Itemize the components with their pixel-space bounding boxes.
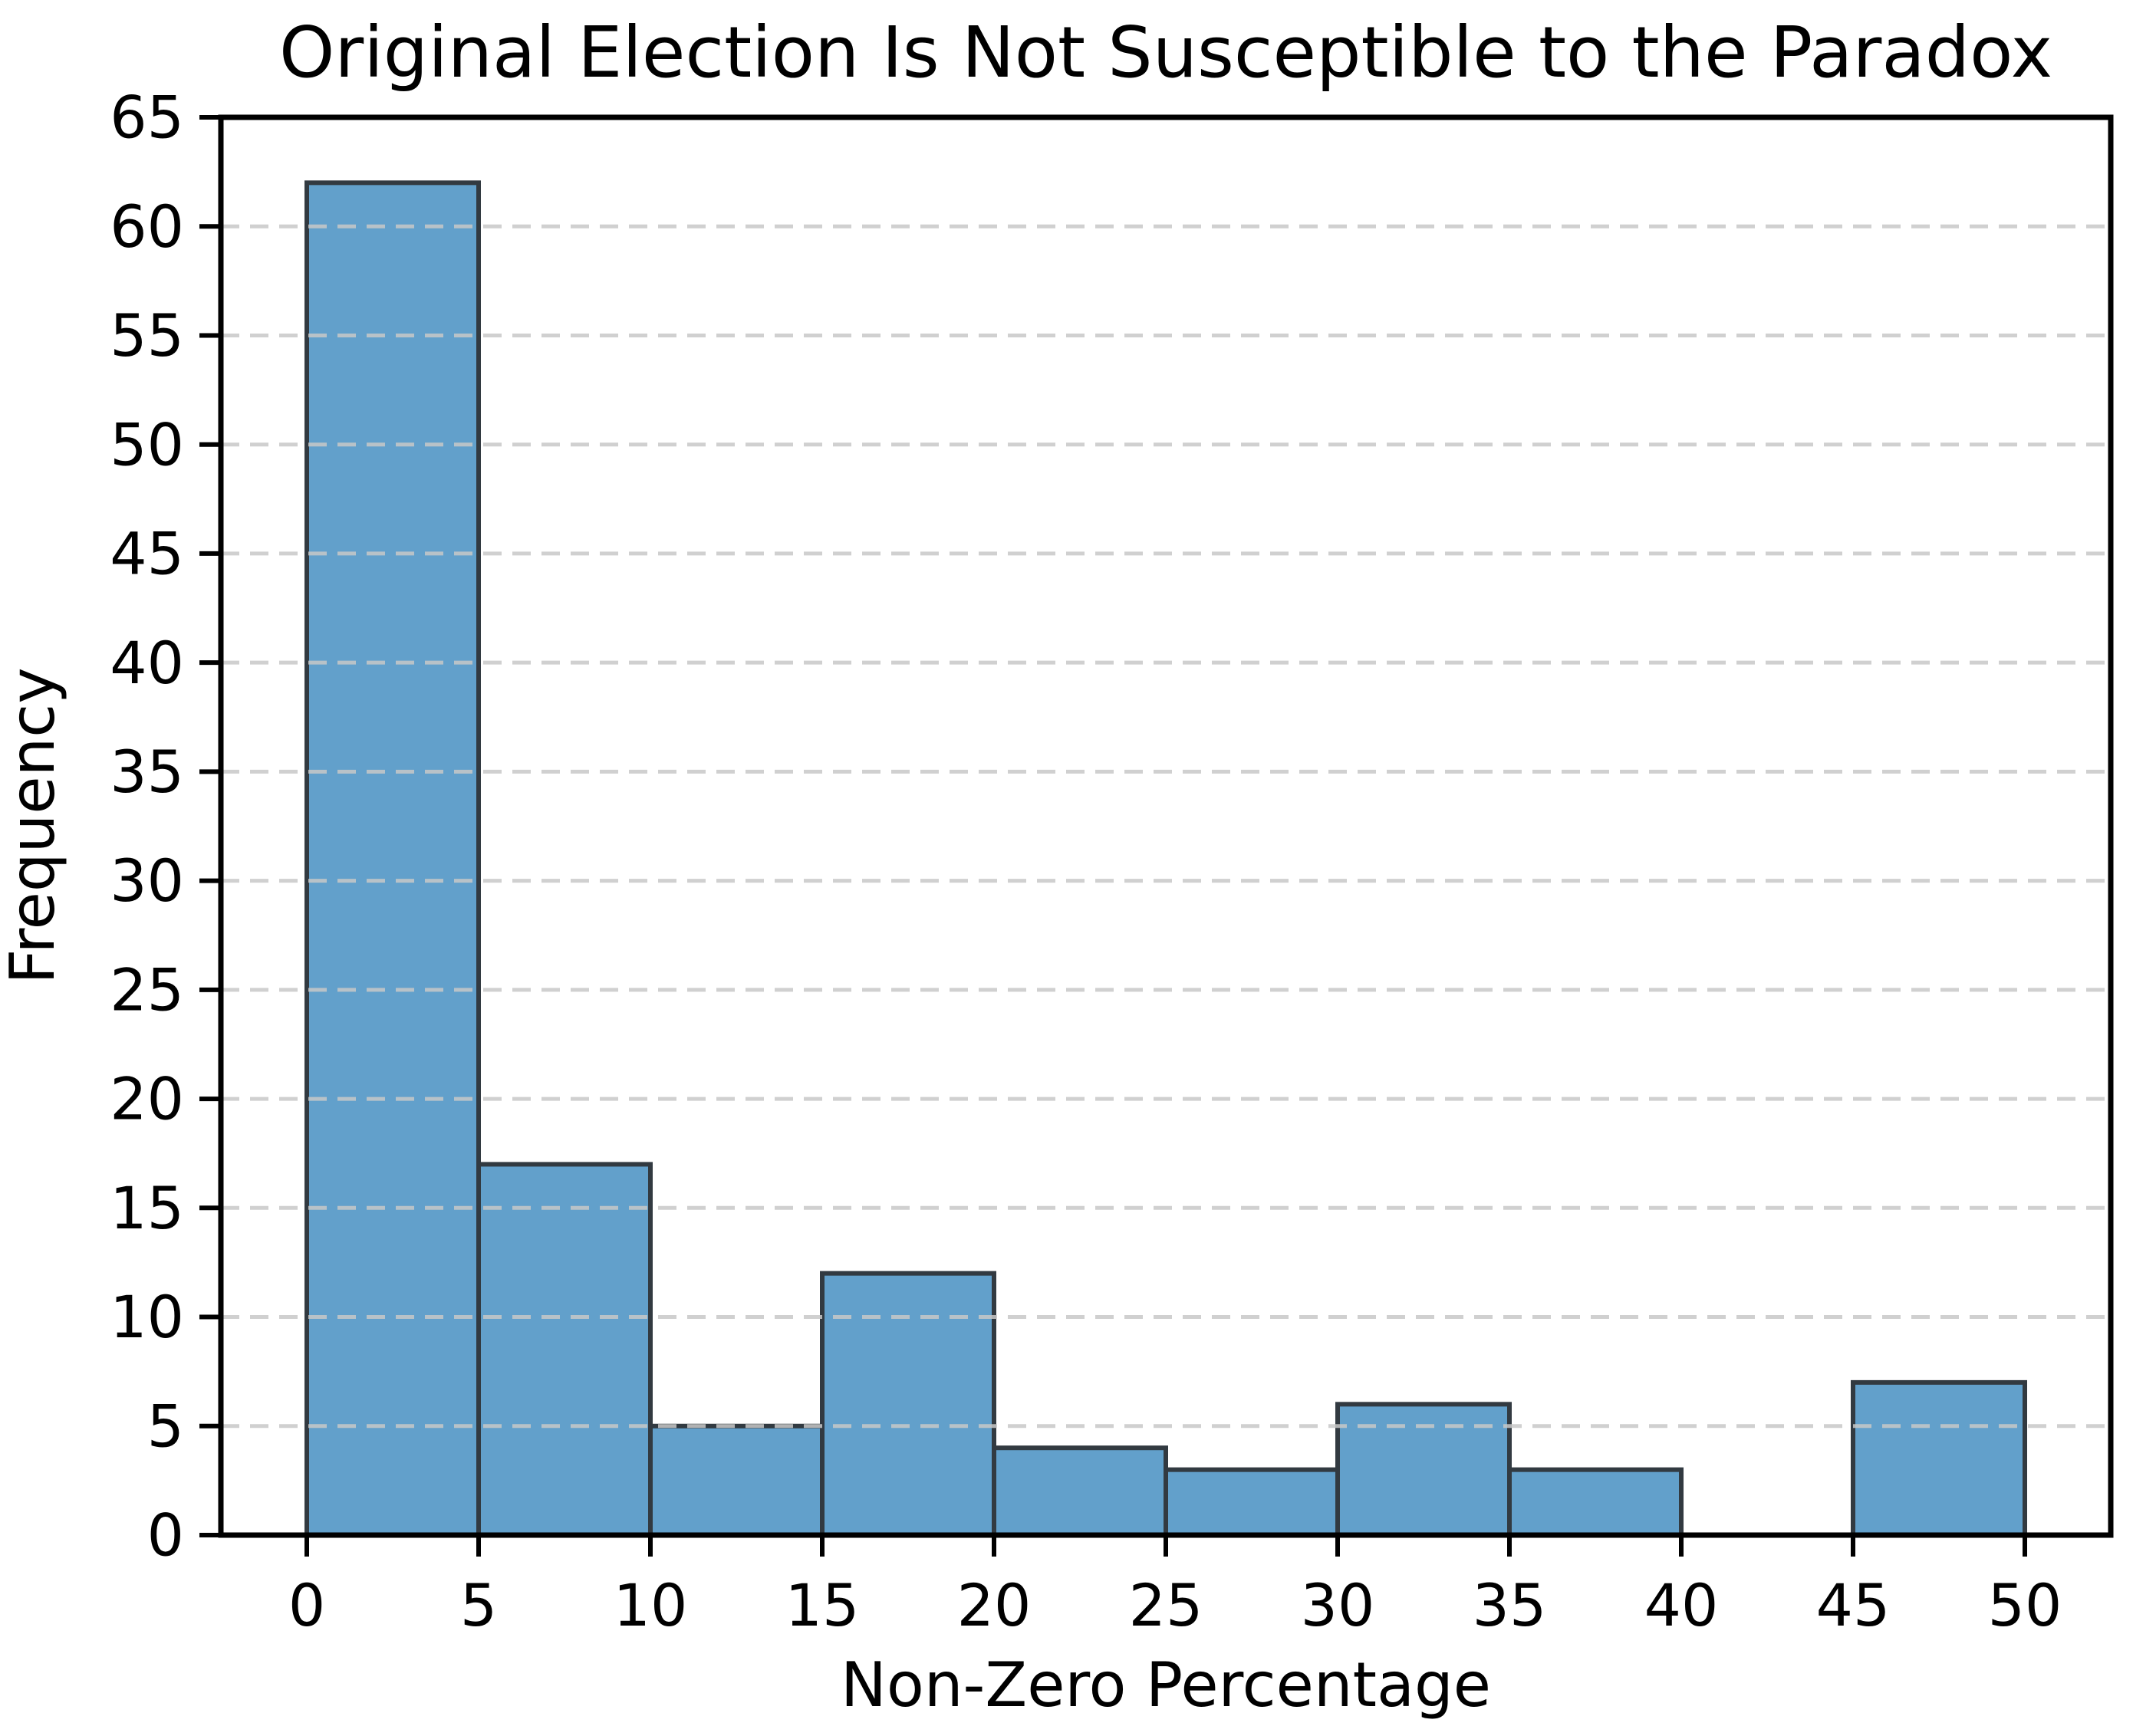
x-tick-label: 40	[1644, 1571, 1719, 1639]
x-tick-label: 15	[785, 1571, 860, 1639]
histogram-bar	[304, 180, 481, 1537]
y-tick-label: 50	[110, 410, 184, 478]
x-tick-label: 0	[288, 1571, 325, 1639]
x-axis-label: Non-Zero Percentage	[841, 1649, 1491, 1721]
y-tick-label: 10	[110, 1283, 184, 1351]
histogram-bar	[1335, 1402, 1512, 1538]
histogram-bar	[1507, 1467, 1684, 1537]
histogram-bar	[992, 1445, 1168, 1537]
y-tick-label: 5	[147, 1392, 184, 1460]
y-tick-label: 40	[110, 629, 184, 697]
histogram-bar	[648, 1423, 825, 1538]
y-tick-label: 35	[110, 738, 184, 806]
y-tick-label: 15	[110, 1174, 184, 1242]
y-axis-label: Frequency	[0, 667, 68, 984]
y-tick-label: 25	[110, 955, 184, 1024]
y-tick-label: 30	[110, 847, 184, 915]
x-tick-label: 45	[1816, 1571, 1891, 1639]
x-tick-label: 30	[1301, 1571, 1375, 1639]
histogram-bar	[820, 1271, 996, 1537]
chart-title: Original Election Is Not Susceptible to …	[279, 12, 2052, 94]
grid-layer	[221, 115, 2111, 1537]
x-tick-label: 20	[957, 1571, 1032, 1639]
bars-layer	[304, 180, 2027, 1538]
x-tick-label: 50	[1988, 1571, 2062, 1639]
y-tick-label: 65	[110, 84, 184, 152]
histogram-bar	[1851, 1379, 2027, 1538]
x-tick-label: 5	[460, 1571, 497, 1639]
x-tick-label: 25	[1129, 1571, 1203, 1639]
y-tick-label: 0	[147, 1501, 184, 1570]
y-tick-label: 45	[110, 520, 184, 588]
histogram-bar	[476, 1162, 653, 1538]
histogram-bar	[1164, 1467, 1340, 1537]
x-tick-label: 35	[1473, 1571, 1547, 1639]
y-tick-label: 60	[110, 192, 184, 261]
y-tick-label: 55	[110, 301, 184, 370]
axes-layer: 0 5 10 15 20 25 30 35 40 45 50 55 60 65 0 5 10 15 20 25 30 35…	[110, 84, 2114, 1639]
y-tick-label: 20	[110, 1065, 184, 1133]
x-tick-label: 10	[614, 1571, 688, 1639]
